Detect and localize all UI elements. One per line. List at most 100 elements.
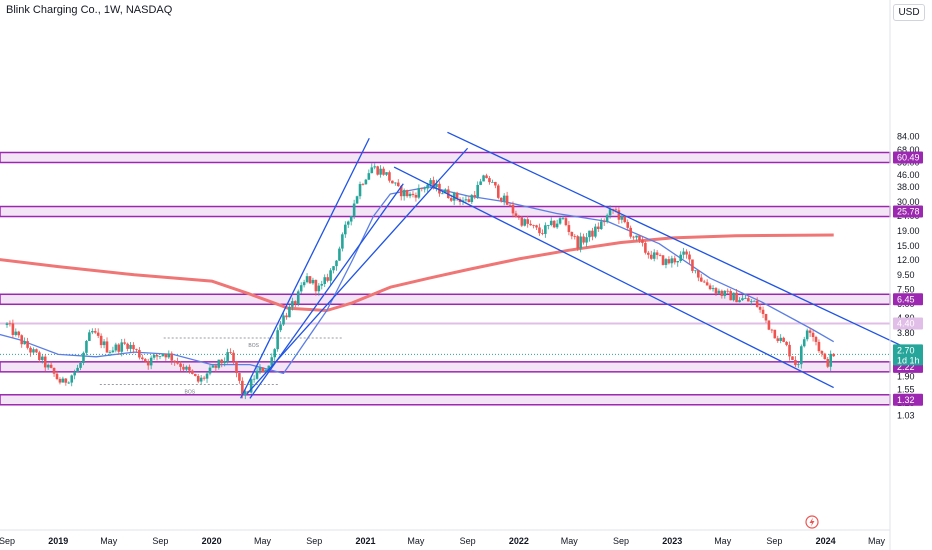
candle [697, 269, 700, 282]
candle [770, 328, 774, 334]
candle [788, 341, 791, 361]
trend-line[interactable] [246, 147, 469, 395]
candle [135, 348, 138, 353]
candle [567, 221, 571, 236]
candle-body [382, 168, 385, 175]
candle-body [605, 215, 609, 222]
trend-line[interactable] [447, 131, 916, 353]
candle [564, 216, 568, 227]
candle-body [346, 221, 350, 225]
time-tick-label: May [868, 536, 886, 546]
price-axis[interactable]: 84.0068.0056.0046.0038.0030.0024.0019.00… [897, 132, 920, 421]
candle-body [70, 375, 74, 383]
candle [52, 367, 56, 377]
level-price-tag: 25.78 [893, 205, 923, 218]
trend-line[interactable] [393, 166, 834, 389]
level-zone[interactable] [0, 394, 891, 406]
candle [320, 280, 324, 290]
candle-body [761, 309, 765, 314]
candle [597, 222, 600, 232]
candle [467, 196, 471, 203]
candle [85, 340, 88, 356]
candle [799, 344, 803, 369]
candle-body [832, 353, 835, 357]
candle-body [288, 306, 291, 318]
level-tag-bg [893, 151, 923, 164]
candle [302, 279, 306, 288]
candle-body [38, 352, 41, 361]
level-zone[interactable] [0, 361, 891, 373]
candle-body [805, 330, 809, 340]
candle-body [182, 366, 185, 370]
time-axis[interactable]: Sep 2019 May Sep 2020 May Sep 2021 May Sep 2022 May… [0, 536, 886, 546]
candle [820, 350, 824, 357]
candle [585, 232, 588, 247]
candle [452, 191, 456, 206]
candle-body [326, 277, 329, 281]
candle-body [799, 346, 803, 365]
trend-line[interactable] [240, 137, 370, 399]
candle [661, 255, 665, 266]
candle-body [338, 248, 341, 261]
candle-body [264, 370, 268, 372]
candle-body [441, 193, 444, 195]
candle-body [191, 370, 194, 374]
candle-body [238, 373, 241, 381]
candle-body [541, 233, 544, 234]
candle-body [108, 352, 112, 353]
currency-button[interactable]: USD [893, 4, 925, 21]
time-tick-label: May [254, 536, 272, 546]
candle-body [823, 353, 827, 360]
candle-body [220, 359, 224, 364]
level-zone[interactable] [0, 151, 891, 164]
candle-body [193, 373, 197, 376]
candle-body [126, 343, 129, 349]
candle [602, 218, 606, 226]
candle-body [491, 181, 494, 183]
candle-body [205, 373, 209, 379]
candle [496, 183, 500, 200]
candle-body [82, 352, 85, 363]
candle-body [293, 301, 297, 305]
candle [164, 353, 168, 361]
candle-body [188, 366, 191, 371]
candle [232, 350, 235, 365]
candle [805, 328, 809, 342]
candle-body [523, 219, 527, 226]
candle [79, 361, 82, 371]
candle [741, 294, 744, 301]
candle-body [135, 349, 138, 351]
candle-body [208, 367, 212, 374]
candle-body [123, 342, 126, 344]
candle [485, 173, 488, 179]
candle-body [444, 189, 447, 194]
candle [91, 328, 94, 335]
candle [161, 353, 165, 357]
candle [335, 260, 338, 271]
candle [555, 219, 559, 229]
candle-body [470, 195, 474, 203]
candle [488, 176, 491, 185]
candle-body [8, 323, 12, 325]
candle [217, 359, 221, 370]
price-tick-label: 46.00 [897, 170, 920, 180]
level-tag-bg [893, 393, 923, 406]
candle [523, 218, 527, 227]
time-tick-label: 2019 [48, 536, 68, 546]
candle [361, 182, 365, 186]
candle-body [129, 344, 132, 349]
candle [791, 356, 794, 361]
candle [561, 215, 565, 221]
trend-lines[interactable] [240, 131, 916, 399]
candle-body [399, 186, 403, 197]
candle [626, 219, 630, 230]
candle [355, 195, 359, 204]
trend-line[interactable] [249, 183, 404, 399]
candle [17, 330, 21, 338]
lightning-icon[interactable] [805, 515, 819, 529]
candle [685, 249, 688, 259]
candle-body [405, 190, 409, 197]
candle-body [517, 216, 521, 218]
level-zone[interactable] [0, 205, 891, 218]
